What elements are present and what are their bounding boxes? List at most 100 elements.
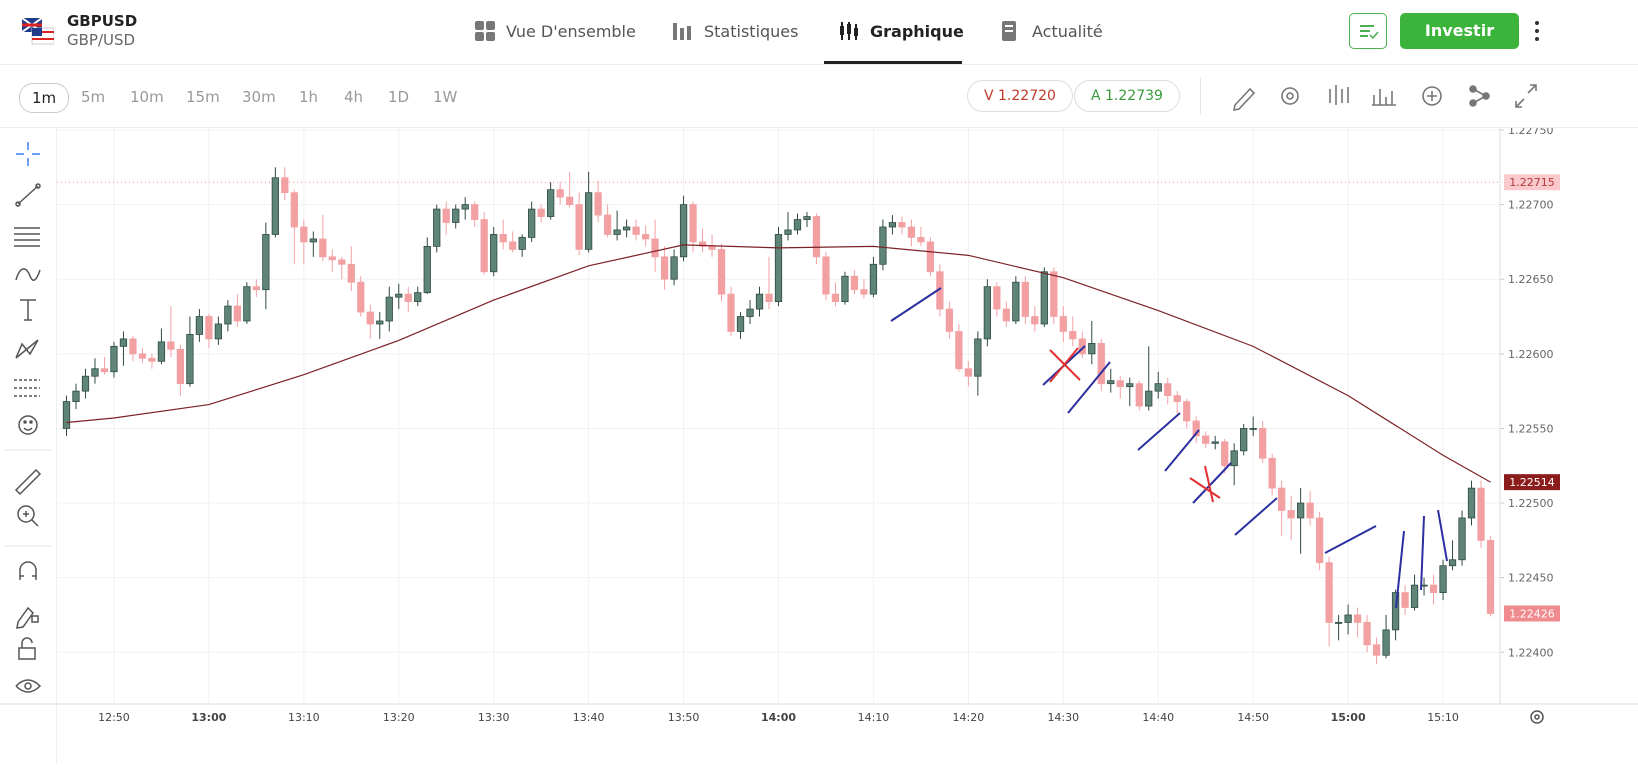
nav-tab[interactable]: Statistiques — [672, 20, 798, 42]
price-tag-label: 1.22715 — [1509, 176, 1555, 189]
candle-body — [955, 331, 963, 370]
candle-body — [1192, 420, 1200, 437]
y-tick-label: 1.22650 — [1508, 273, 1554, 286]
x-tick-label: 15:10 — [1427, 711, 1459, 724]
candle-body — [888, 222, 897, 228]
y-tick-label: 1.22700 — [1508, 199, 1554, 212]
candle-body — [803, 216, 811, 220]
candle-body — [746, 308, 754, 317]
candle-body — [1211, 441, 1219, 444]
candle-body — [72, 390, 80, 402]
candle-body — [509, 241, 517, 250]
nav-tab-label: Graphique — [870, 21, 964, 41]
candle-body — [1297, 502, 1305, 519]
candle-body — [641, 234, 650, 240]
y-tick-label: 1.22550 — [1508, 422, 1554, 435]
candle-body — [575, 204, 583, 250]
x-tick-label: 14:20 — [953, 711, 985, 724]
candle-body — [176, 348, 185, 385]
price-chart: 1.22750 1.22700 1.22650 1.22600 1.22550 1.225… — [0, 128, 1638, 724]
drawing-tools — [0, 128, 57, 764]
candle-body — [224, 305, 232, 325]
timeframe-button[interactable]: 1W — [433, 88, 458, 106]
candle-body — [1334, 622, 1343, 624]
candle-body — [537, 208, 545, 217]
candle-body — [338, 259, 346, 265]
candle-body — [262, 234, 270, 291]
candle-body — [1088, 342, 1096, 355]
candle-body — [233, 305, 242, 322]
candle-body — [1382, 629, 1390, 656]
candle-body — [528, 208, 536, 238]
header: GBPUSD GBP/USD Vue D'ensemble Statistique… — [0, 0, 1638, 65]
candle-body — [110, 345, 118, 373]
candle-body — [1164, 383, 1172, 397]
timeframe-button[interactable]: 1D — [388, 88, 410, 106]
candle-body — [689, 204, 697, 243]
nav-tab-label: Statistiques — [704, 21, 799, 41]
y-tick-label: 1.22450 — [1508, 572, 1554, 585]
timeframe-button[interactable]: 5m — [81, 88, 106, 106]
active-tab-underline — [824, 61, 962, 64]
timeframe-button[interactable]: 1h — [299, 88, 319, 106]
candle-body — [376, 320, 384, 325]
candle-body — [414, 292, 422, 303]
candle-body — [793, 219, 802, 231]
candle-body — [812, 216, 821, 258]
candle-body — [1116, 380, 1124, 388]
candle-body — [622, 226, 631, 231]
candle-body — [727, 293, 735, 332]
y-tick-label: 1.22500 — [1508, 497, 1554, 510]
candle-body — [300, 226, 308, 243]
invest-button[interactable]: Investir — [1400, 13, 1519, 49]
candle-body — [186, 334, 194, 385]
candle-body — [1230, 450, 1238, 467]
candle-body — [347, 263, 355, 283]
chart-toolbar: 1m 5m 10m 15m 30m 1h 4h 1D 1W V 1.22720 A 1.2273… — [0, 65, 1638, 128]
timeframe-button[interactable]: 15m — [186, 88, 220, 106]
candle-body — [945, 308, 954, 332]
candle-body — [499, 234, 507, 243]
candle-body — [461, 204, 469, 210]
nav-tab[interactable]: Vue D'ensemble — [474, 20, 636, 42]
candle-body — [831, 293, 840, 303]
buy-price[interactable]: A 1.22739 — [1074, 80, 1180, 112]
candle-body — [91, 368, 99, 377]
candle-body — [1353, 614, 1362, 623]
candle-body — [433, 208, 441, 247]
candle-body — [271, 177, 279, 235]
timeframe-button[interactable]: 30m — [242, 88, 276, 106]
candle-body — [698, 241, 707, 247]
nav-tab[interactable]: Actualité — [1000, 20, 1103, 42]
candle-body — [1240, 428, 1248, 452]
candle-body — [395, 293, 403, 298]
candle-body — [1050, 271, 1058, 317]
candle-body — [594, 192, 602, 216]
candle-body — [993, 286, 1001, 310]
candle-body — [1325, 562, 1333, 623]
timeframe-button[interactable]: 1m — [19, 83, 70, 113]
candle-body — [471, 204, 479, 220]
candle-body — [1069, 331, 1077, 340]
user-drawings — [890, 287, 1448, 609]
candle-body — [1135, 383, 1143, 407]
candle-body — [850, 275, 859, 291]
sell-price[interactable]: V 1.22720 — [967, 80, 1073, 112]
timeframe-button[interactable]: 4h — [344, 88, 364, 106]
candle-body — [917, 237, 925, 243]
candle-body — [1363, 622, 1371, 646]
candle-body — [452, 208, 460, 223]
timeframe-button[interactable]: 10m — [130, 88, 164, 106]
watchlist-button[interactable] — [1349, 13, 1387, 49]
candle-body — [603, 214, 612, 235]
candle-body — [1259, 428, 1267, 459]
x-tick-label: 13:30 — [478, 711, 510, 724]
nav-tab[interactable]: Graphique — [838, 20, 964, 42]
candle-body — [214, 323, 223, 340]
candle-body — [860, 289, 868, 295]
more-menu[interactable] — [1530, 20, 1544, 42]
candle-body — [755, 293, 764, 310]
toolbar-icons — [1200, 77, 1537, 115]
candle-body — [100, 368, 109, 373]
